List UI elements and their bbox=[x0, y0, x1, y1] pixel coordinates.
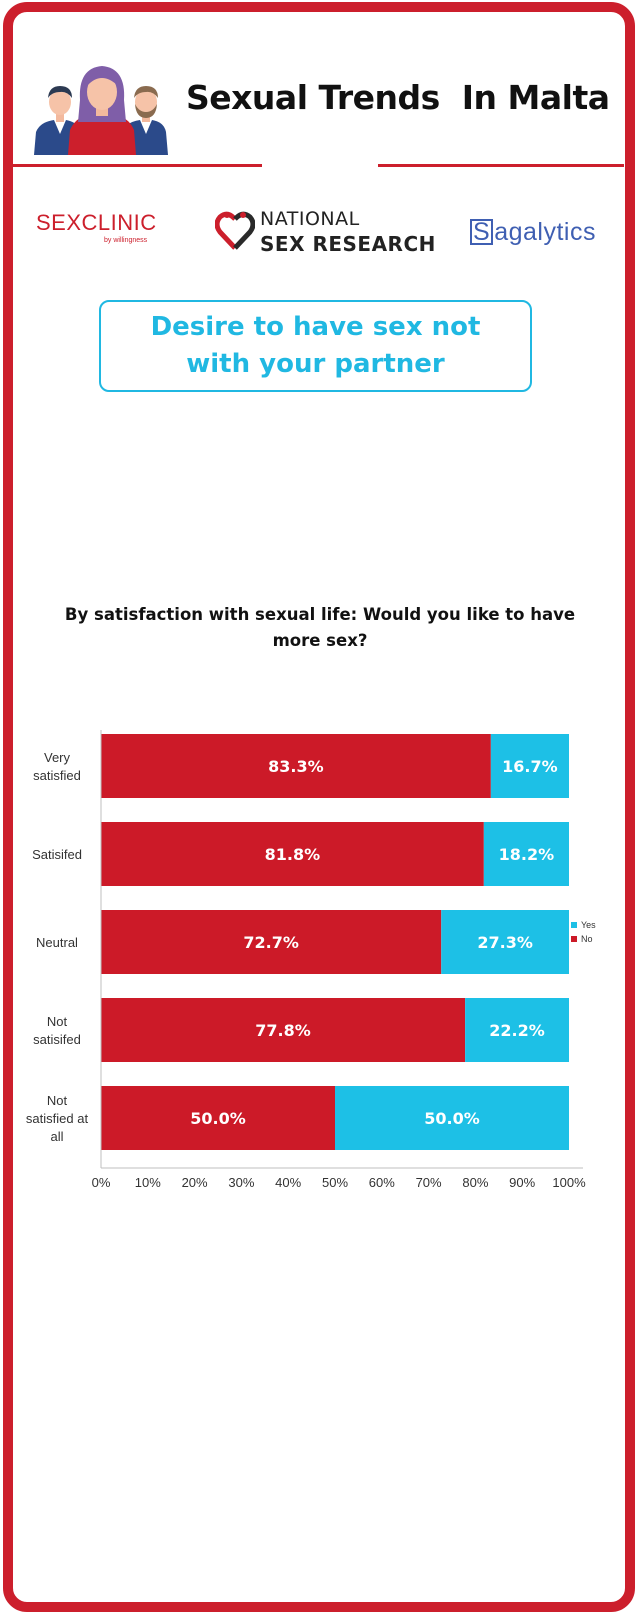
category-label-line: all bbox=[50, 1129, 63, 1144]
category-label-line: Satisifed bbox=[32, 847, 82, 862]
bar-no bbox=[101, 734, 491, 798]
x-tick-label: 50% bbox=[322, 1175, 348, 1190]
x-tick-label: 60% bbox=[369, 1175, 395, 1190]
heart-icon bbox=[215, 211, 255, 250]
national-sex-research-logo: NATIONAL SEX RESEARCH bbox=[215, 208, 435, 260]
chart-title: By satisfaction with sexual life: Would … bbox=[64, 605, 576, 650]
stacked-bar-chart: 83.3% 16.7% Very satisfied 81.8% 18.2% Satisif… bbox=[26, 730, 596, 1190]
bar-no bbox=[101, 822, 484, 886]
bar-no bbox=[101, 910, 442, 974]
x-tick-label: 20% bbox=[182, 1175, 208, 1190]
topic-title: Desire to have sex not with your partner bbox=[150, 312, 481, 379]
x-tick-label: 30% bbox=[228, 1175, 254, 1190]
bar-no bbox=[101, 1086, 335, 1150]
data-label-no: 77.8% bbox=[255, 1021, 311, 1040]
category-label-line: Not bbox=[47, 1014, 68, 1029]
data-label-yes: 16.7% bbox=[502, 757, 558, 776]
category-label-line: Neutral bbox=[36, 935, 78, 950]
data-label-no: 72.7% bbox=[243, 933, 299, 952]
category-label-line: Very bbox=[44, 750, 71, 765]
category-label-line: Not bbox=[47, 1093, 68, 1108]
category-label: Neutral bbox=[36, 935, 78, 950]
data-label-yes: 27.3% bbox=[477, 933, 533, 952]
topic-box: Desire to have sex not with your partner bbox=[99, 300, 532, 392]
national-sex-research-line2: SEX RESEARCH bbox=[260, 232, 436, 256]
x-tick-label: 90% bbox=[509, 1175, 535, 1190]
x-tick-label: 100% bbox=[552, 1175, 586, 1190]
data-label-yes: 18.2% bbox=[499, 845, 555, 864]
sexclinic-logo-subtext: by willingness bbox=[104, 237, 148, 244]
x-tick-label: 70% bbox=[416, 1175, 442, 1190]
data-label-no: 83.3% bbox=[268, 757, 324, 776]
x-tick-label: 40% bbox=[275, 1175, 301, 1190]
data-label-no: 81.8% bbox=[265, 845, 321, 864]
category-label-line: satisifed bbox=[33, 1032, 81, 1047]
sexclinic-logo: SEXCLINIC by willingness bbox=[36, 210, 166, 254]
x-tick-label: 80% bbox=[462, 1175, 488, 1190]
page-title: Sexual Trends In Malta bbox=[186, 78, 610, 117]
category-label: Very satisfied bbox=[33, 750, 81, 783]
bar-no bbox=[101, 998, 466, 1062]
category-label-line: satisfied at bbox=[26, 1111, 89, 1126]
category-label-line: satisfied bbox=[33, 768, 81, 783]
people-illustration-icon bbox=[34, 66, 168, 155]
poster-frame bbox=[3, 2, 635, 1612]
bar-yes bbox=[335, 1086, 569, 1150]
national-sex-research-line1: NATIONAL bbox=[260, 208, 360, 230]
category-label: Not satisifed bbox=[33, 1014, 81, 1047]
sexclinic-logo-text: SEXCLINIC bbox=[36, 210, 157, 235]
data-label-yes: 22.2% bbox=[489, 1021, 545, 1040]
sagalytics-logo-text: agalytics bbox=[494, 218, 596, 246]
bar-yes bbox=[483, 822, 569, 886]
sagalytics-logo-initial: S bbox=[470, 219, 494, 245]
x-tick-label: 10% bbox=[135, 1175, 161, 1190]
category-label: Satisifed bbox=[32, 847, 82, 862]
title-divider-left bbox=[13, 164, 262, 167]
data-label-no: 50.0% bbox=[190, 1109, 246, 1128]
bar-yes bbox=[465, 998, 569, 1062]
legend-label: Yes bbox=[581, 920, 596, 930]
bar-yes bbox=[490, 734, 569, 798]
legend-label: No bbox=[581, 934, 593, 944]
category-label: Not satisfied at all bbox=[26, 1093, 89, 1144]
title-divider-right bbox=[378, 164, 624, 167]
people-icon bbox=[32, 60, 172, 155]
legend-swatch bbox=[571, 922, 577, 928]
x-tick-label: 0% bbox=[92, 1175, 111, 1190]
data-label-yes: 50.0% bbox=[424, 1109, 480, 1128]
legend-swatch bbox=[571, 936, 577, 942]
bar-yes bbox=[441, 910, 569, 974]
